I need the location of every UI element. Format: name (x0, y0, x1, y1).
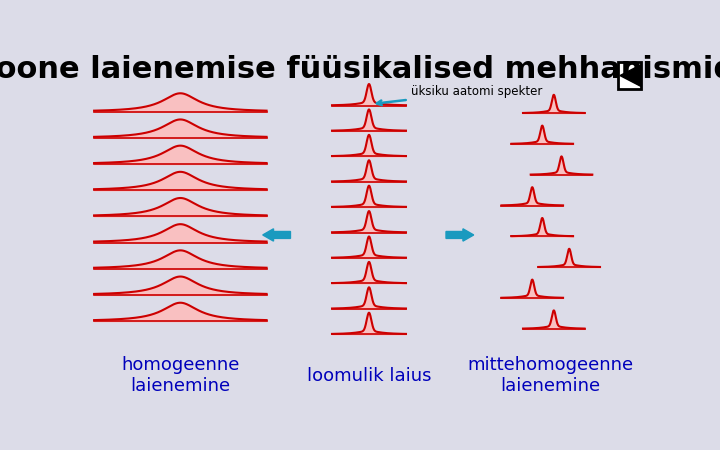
Text: joone laienemise füüsikalised mehhanismid: joone laienemise füüsikalised mehhanismi… (0, 55, 720, 84)
Polygon shape (446, 229, 474, 241)
Text: mittehomogeenne
laienemine: mittehomogeenne laienemine (467, 356, 633, 395)
Polygon shape (263, 229, 290, 241)
Polygon shape (620, 65, 641, 86)
Text: homogeenne
laienemine: homogeenne laienemine (121, 356, 240, 395)
Text: loomulik laius: loomulik laius (307, 367, 431, 385)
FancyBboxPatch shape (618, 62, 641, 90)
Text: üksiku aatomi spekter: üksiku aatomi spekter (377, 85, 543, 105)
